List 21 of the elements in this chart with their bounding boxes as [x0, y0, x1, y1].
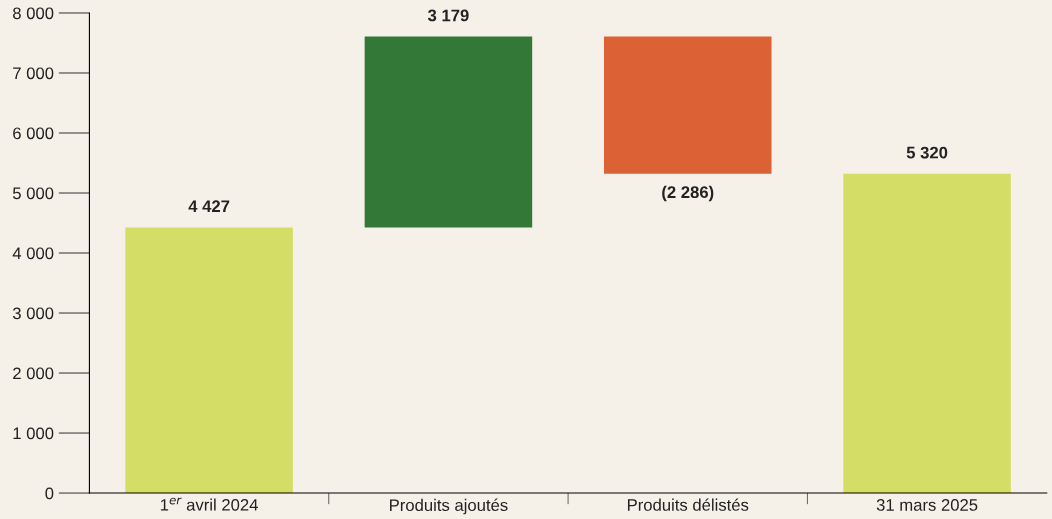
- y-tick-label: 3 000: [12, 307, 54, 320]
- x-tick-label: 31 mars 2025: [876, 499, 978, 511]
- y-tick-label: 2 000: [13, 367, 54, 380]
- y-tick-label: 4 000: [12, 247, 54, 260]
- y-tick-label: 6 000: [13, 127, 54, 140]
- bar: [603, 36, 772, 174]
- data-label: 3 179: [427, 9, 469, 22]
- x-tick-label: Produits ajoutés: [390, 498, 508, 515]
- bar: [125, 227, 293, 494]
- x-tick-label: Produits délistés: [627, 498, 749, 511]
- data-label: (2 286): [662, 185, 714, 202]
- y-tick-label: 1 000: [13, 427, 54, 440]
- y-tick-label: 8 000: [13, 7, 54, 20]
- x-tick-label: 1$^{er}$ avril 2024: [160, 497, 258, 511]
- data-label: 4 427: [188, 200, 230, 212]
- y-tick-label: 0: [45, 487, 54, 500]
- y-tick-label: 7 000: [13, 67, 54, 80]
- bar: [364, 36, 533, 228]
- bar: [843, 173, 1011, 494]
- data-label: 5 320: [906, 146, 948, 159]
- y-tick-label: 5 000: [12, 187, 54, 200]
